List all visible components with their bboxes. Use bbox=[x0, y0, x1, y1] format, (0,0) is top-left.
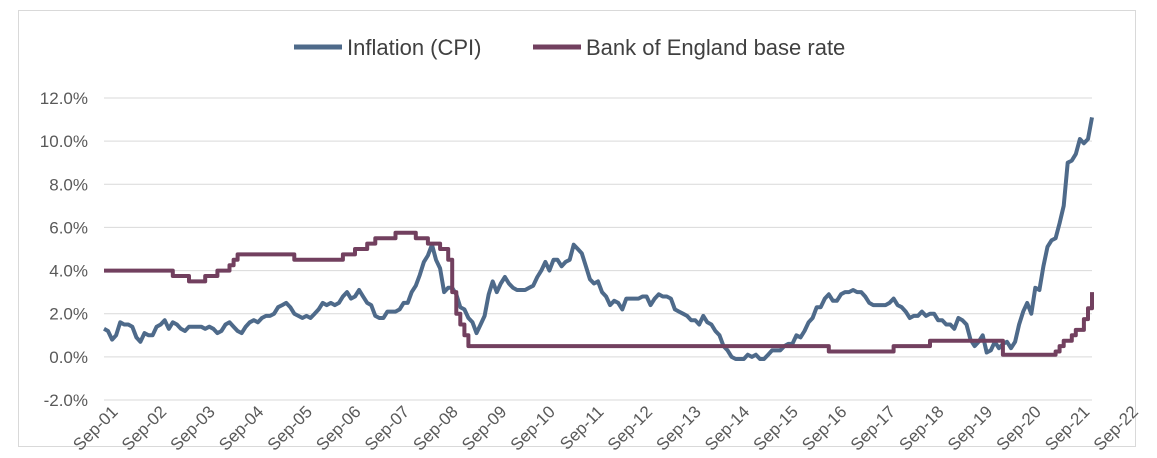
y-axis-tick-labels: -2.0% 0.0% 2.0% 4.0% 6.0% 8.0% 10.0% 12.0% bbox=[40, 89, 88, 410]
y-tick-label: 6.0% bbox=[49, 218, 88, 237]
x-tick-label: Sep-20 bbox=[993, 402, 1045, 454]
x-tick-label: Sep-05 bbox=[264, 402, 316, 454]
x-tick-label: Sep-03 bbox=[167, 402, 219, 454]
y-tick-label: 12.0% bbox=[40, 89, 88, 108]
x-tick-label: Sep-09 bbox=[458, 402, 510, 454]
x-tick-label: Sep-06 bbox=[312, 402, 364, 454]
series-line-inflation bbox=[103, 117, 1094, 361]
gridlines bbox=[104, 97, 1092, 401]
y-tick-label: 0.0% bbox=[49, 348, 88, 367]
x-tick-label: Sep-04 bbox=[215, 402, 267, 454]
x-tick-label: Sep-21 bbox=[1041, 402, 1093, 454]
x-tick-label: Sep-01 bbox=[69, 402, 121, 454]
y-tick-label: 8.0% bbox=[49, 175, 88, 194]
x-tick-label: Sep-02 bbox=[118, 402, 170, 454]
y-tick-label: 4.0% bbox=[49, 262, 88, 281]
x-tick-label: Sep-22 bbox=[1090, 402, 1142, 454]
legend: Inflation (CPI) Bank of England base rat… bbox=[294, 35, 845, 60]
series-lines bbox=[103, 117, 1094, 361]
y-tick-label: 2.0% bbox=[49, 305, 88, 324]
y-tick-label: -2.0% bbox=[44, 391, 88, 410]
x-tick-label: Sep-14 bbox=[701, 402, 753, 454]
x-tick-label: Sep-16 bbox=[798, 402, 850, 454]
legend-item-base-rate: Bank of England base rate bbox=[533, 35, 845, 60]
x-tick-label: Sep-08 bbox=[410, 402, 462, 454]
x-tick-label: Sep-19 bbox=[944, 402, 996, 454]
x-tick-label: Sep-15 bbox=[750, 402, 802, 454]
legend-label-inflation: Inflation (CPI) bbox=[347, 35, 482, 60]
x-tick-label: Sep-12 bbox=[604, 402, 656, 454]
y-tick-label: 10.0% bbox=[40, 132, 88, 151]
chart-frame bbox=[18, 10, 1136, 447]
x-tick-label: Sep-13 bbox=[653, 402, 705, 454]
x-tick-label: Sep-07 bbox=[361, 402, 413, 454]
x-tick-label: Sep-17 bbox=[847, 402, 899, 454]
x-tick-label: Sep-10 bbox=[507, 402, 559, 454]
legend-label-base-rate: Bank of England base rate bbox=[586, 35, 845, 60]
x-tick-label: Sep-18 bbox=[895, 402, 947, 454]
legend-item-inflation: Inflation (CPI) bbox=[294, 35, 482, 60]
x-axis-tick-labels: Sep-01Sep-02Sep-03Sep-04Sep-05Sep-06Sep-… bbox=[69, 402, 1142, 454]
x-tick-label: Sep-11 bbox=[556, 402, 607, 453]
series-line-base-rate bbox=[104, 230, 1094, 357]
